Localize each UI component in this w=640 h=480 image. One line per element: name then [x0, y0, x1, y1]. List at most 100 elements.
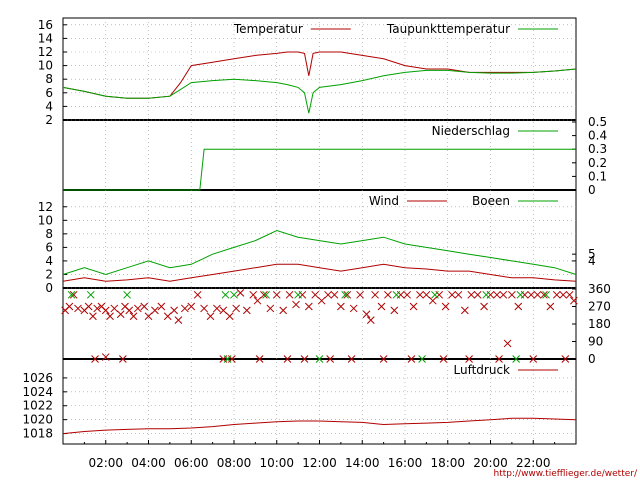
y-tick-label: 16	[38, 18, 53, 32]
wind-direction-point	[230, 290, 238, 299]
wind-direction-point	[384, 290, 392, 299]
y-tick-label: 1020	[22, 413, 53, 427]
legend-label-boeen: Boeen	[472, 194, 510, 208]
wind-direction-point	[482, 290, 491, 299]
wind-direction-point	[315, 355, 324, 363]
wind-direction-point	[193, 290, 202, 299]
wind-direction-point	[101, 306, 110, 315]
wind-direction-point	[512, 355, 521, 363]
wind-direction-point	[140, 302, 149, 311]
wind-direction-point	[123, 290, 131, 299]
wind-direction-point	[508, 290, 516, 299]
wind-direction-point	[330, 290, 339, 299]
wind-direction-point	[170, 306, 179, 315]
wind-direction-point	[223, 355, 232, 363]
wind-direction-point	[91, 355, 99, 363]
wind-direction-point	[144, 312, 153, 321]
wind-direction-point	[283, 355, 292, 363]
wind-direction-point	[422, 290, 431, 299]
wind-direction-point	[225, 312, 234, 321]
wind-direction-point	[559, 290, 568, 299]
wind-direction-point	[431, 290, 439, 299]
wind-direction-point	[101, 353, 110, 361]
y-tick-label: 6	[45, 86, 53, 100]
x-tick-label: 08:00	[217, 456, 252, 470]
legend-label-wind: Wind	[369, 194, 399, 208]
y-tick-label: 14	[38, 31, 53, 45]
wind-direction-point	[206, 312, 215, 321]
wind-direction-point	[213, 304, 221, 313]
x-tick-label: 02:00	[88, 456, 123, 470]
wind-direction-point	[163, 312, 172, 321]
wind-direction-point	[300, 355, 309, 363]
wind-direction-point	[349, 304, 358, 313]
x-tick-label: 10:00	[259, 456, 294, 470]
x-tick-label: 16:00	[388, 456, 423, 470]
wind-direction-point	[324, 290, 332, 299]
wind-direction-point	[439, 355, 448, 363]
y-tick-label-right: 0	[588, 183, 596, 197]
series-line-niederschlag	[63, 148, 576, 191]
wind-direction-point	[86, 290, 95, 299]
wind-direction-point	[460, 306, 469, 315]
wind-direction-point	[473, 290, 482, 299]
credit-url: http://www.tiefflieger.de/wetter/	[494, 469, 638, 479]
y-tick-label: 12	[38, 45, 53, 59]
wind-direction-point	[409, 302, 418, 311]
wind-direction-point	[93, 304, 102, 313]
y-tick-label-right: 0.1	[588, 169, 607, 183]
wind-direction-point	[236, 289, 245, 297]
y-tick-label: 10	[38, 213, 53, 227]
series-line-boeen	[62, 229, 577, 276]
legend-label-taupunkttemperatur: Taupunkttemperatur	[386, 22, 510, 36]
x-tick-label: 06:00	[174, 456, 209, 470]
wind-direction-point	[362, 310, 371, 319]
y-tick-label-right: 0.2	[588, 156, 607, 170]
wind-direction-point	[341, 290, 350, 299]
wind-direction-point	[116, 310, 125, 319]
y-tick-label-right: 0.3	[588, 142, 607, 156]
wind-direction-point	[570, 296, 578, 305]
x-tick-label: 14:00	[345, 456, 380, 470]
wind-direction-point	[379, 355, 388, 363]
series-line-luftdruck	[62, 417, 577, 435]
wind-direction-point	[377, 302, 386, 311]
wind-direction-point	[565, 290, 574, 299]
wind-direction-point	[465, 355, 473, 363]
y-tick-label-right: 270	[588, 300, 611, 314]
wind-direction-point	[279, 306, 288, 315]
wind-direction-point	[266, 304, 275, 313]
wind-direction-point	[448, 290, 456, 299]
panel-4: 0 90 180 270 360	[61, 282, 611, 366]
wind-direction-point	[118, 355, 127, 363]
wind-direction-point	[366, 316, 375, 324]
wind-direction-point	[347, 355, 356, 363]
wind-direction-point	[180, 304, 189, 313]
wind-direction-point	[106, 312, 114, 321]
wind-direction-point	[187, 302, 196, 311]
wind-direction-point	[533, 290, 542, 299]
wind-direction-point	[255, 355, 264, 363]
wind-direction-point	[110, 304, 119, 313]
wind-direction-point	[371, 290, 379, 299]
wind-direction-point	[356, 290, 364, 299]
wind-direction-point	[84, 302, 93, 311]
wind-direction-point	[272, 290, 281, 299]
x-tick-label: 12:00	[302, 456, 337, 470]
wind-direction-point	[311, 290, 320, 299]
x-tick-label: 04:00	[131, 456, 166, 470]
wind-direction-point	[129, 312, 138, 321]
wind-direction-point	[540, 290, 548, 299]
wind-direction-point	[317, 296, 326, 305]
wind-direction-point	[125, 306, 134, 315]
y-tick-label: 1026	[22, 371, 53, 385]
wind-direction-point	[219, 306, 228, 315]
y-tick-label: 1022	[22, 399, 53, 413]
wind-direction-point	[89, 312, 97, 321]
legend-label-temperatur: Temperatur	[233, 22, 303, 36]
x-tick-label: 22:00	[516, 456, 551, 470]
wind-direction-point	[292, 300, 300, 309]
y-tick-label: 2	[45, 267, 53, 281]
wind-direction-point	[407, 355, 416, 363]
